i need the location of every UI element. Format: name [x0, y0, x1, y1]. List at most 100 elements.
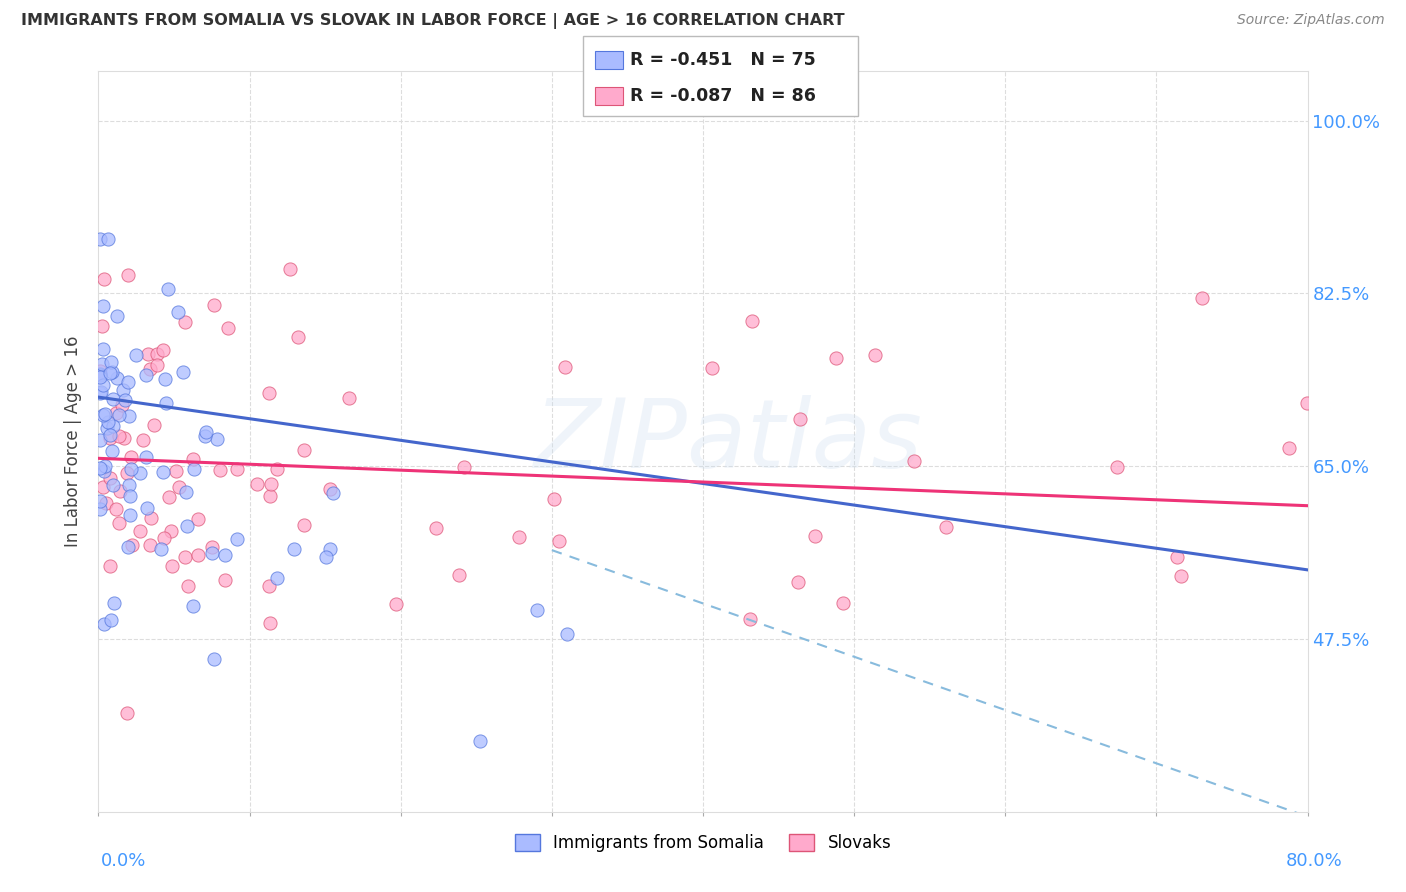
Point — [98, 558, 121, 573]
Text: 0.0%: 0.0% — [101, 852, 146, 870]
Point — [738, 612, 761, 626]
Point — [214, 548, 236, 562]
Text: Source: ZipAtlas.com: Source: ZipAtlas.com — [1237, 13, 1385, 28]
Point — [89, 461, 111, 475]
Point — [160, 524, 183, 539]
Point — [1278, 441, 1301, 455]
Point — [825, 351, 848, 365]
Point — [117, 375, 139, 389]
Point — [104, 406, 127, 420]
Point — [292, 442, 315, 457]
Point — [97, 415, 120, 429]
Point — [259, 616, 281, 631]
Point — [91, 480, 114, 494]
Point — [120, 462, 142, 476]
Point — [187, 512, 209, 526]
Point — [449, 567, 471, 582]
Point — [100, 613, 122, 627]
Point — [554, 359, 576, 374]
Point — [150, 541, 173, 556]
Point — [112, 383, 135, 397]
Point — [105, 309, 128, 323]
Point — [183, 462, 205, 476]
Point — [259, 489, 281, 503]
Point — [205, 432, 228, 446]
Point — [93, 464, 115, 478]
Point — [165, 464, 187, 478]
Point — [108, 483, 131, 498]
Point — [91, 299, 114, 313]
Point — [101, 478, 124, 492]
Point — [226, 462, 249, 476]
Point — [194, 425, 217, 440]
Point — [202, 652, 225, 666]
Point — [89, 364, 111, 378]
Point — [105, 502, 128, 516]
Point — [98, 471, 121, 485]
Point — [89, 386, 111, 401]
Point — [89, 368, 111, 383]
Point — [318, 542, 340, 557]
Point — [96, 421, 118, 435]
Point — [903, 454, 925, 468]
Point — [1105, 459, 1128, 474]
Text: R = -0.451   N = 75: R = -0.451 N = 75 — [630, 51, 815, 69]
Point — [468, 734, 491, 748]
Point — [108, 429, 131, 443]
Point — [153, 532, 176, 546]
Point — [112, 431, 135, 445]
Point — [832, 596, 855, 610]
Point — [91, 378, 114, 392]
Point — [89, 232, 111, 246]
Point — [89, 370, 111, 384]
Point — [98, 431, 121, 445]
Point — [117, 541, 139, 555]
Point — [1170, 569, 1192, 583]
Y-axis label: In Labor Force | Age > 16: In Labor Force | Age > 16 — [65, 335, 83, 548]
Point — [935, 520, 957, 534]
Point — [789, 411, 811, 425]
Point — [526, 603, 548, 617]
Point — [157, 490, 180, 504]
Point — [89, 433, 111, 447]
Point — [177, 579, 200, 593]
Point — [508, 530, 530, 544]
Point — [548, 534, 571, 549]
Point — [128, 524, 150, 538]
Point — [139, 511, 162, 525]
Point — [176, 519, 198, 533]
Text: IMMIGRANTS FROM SOMALIA VS SLOVAK IN LABOR FORCE | AGE > 16 CORRELATION CHART: IMMIGRANTS FROM SOMALIA VS SLOVAK IN LAB… — [21, 13, 845, 29]
Point — [214, 573, 236, 587]
Point — [125, 348, 148, 362]
Point — [107, 409, 129, 423]
Point — [107, 516, 129, 531]
Point — [194, 428, 217, 442]
Point — [209, 462, 232, 476]
Point — [120, 489, 142, 503]
Point — [167, 480, 190, 494]
Point — [863, 348, 886, 362]
Point — [425, 521, 447, 535]
Text: ZIPatlas: ZIPatlas — [533, 395, 921, 488]
Point — [266, 462, 288, 476]
Text: R = -0.087   N = 86: R = -0.087 N = 86 — [630, 87, 815, 105]
Point — [153, 372, 176, 386]
Point — [115, 467, 138, 481]
Point — [202, 298, 225, 312]
Point — [155, 395, 177, 409]
Point — [555, 627, 578, 641]
Point — [787, 574, 810, 589]
Point — [181, 599, 204, 614]
Point — [246, 477, 269, 491]
Point — [135, 450, 157, 464]
Point — [187, 548, 209, 562]
Legend: Immigrants from Somalia, Slovaks: Immigrants from Somalia, Slovaks — [508, 828, 898, 859]
Point — [385, 597, 408, 611]
Point — [201, 546, 224, 560]
Point — [96, 232, 118, 246]
Point — [143, 418, 166, 433]
Point — [120, 450, 142, 465]
Point — [217, 321, 239, 335]
Point — [167, 305, 190, 319]
Point — [152, 343, 174, 357]
